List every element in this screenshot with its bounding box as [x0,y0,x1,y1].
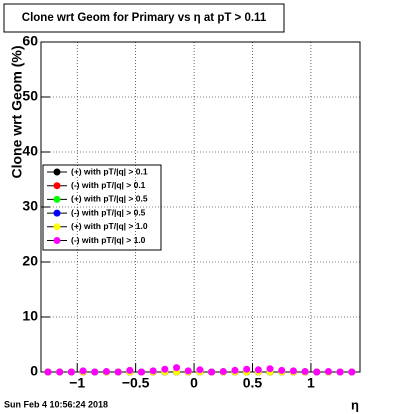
footer: Sun Feb 4 10:56:24 2018 [4,399,108,409]
data-point [278,366,286,374]
chart-title: Clone wrt Geom for Primary vs η at pT > … [22,12,267,24]
data-point [173,364,181,372]
legend: (+) with pT/|q| > 0.1 (-) with pT/|q| > 0… [42,164,162,251]
data-point [208,368,216,376]
legend-marker [53,182,61,190]
data-point [114,368,122,376]
data-point [126,366,134,374]
x-tick-label: 0 [190,375,198,391]
data-point [301,367,309,375]
x-tick-label: 1 [307,375,315,391]
data-point [348,368,356,376]
legend-marker [53,195,61,203]
data-point [336,368,344,376]
y-tick-label: 0 [30,363,38,379]
x-tick-label: −0.5 [122,375,150,391]
legend-marker [53,209,61,217]
x-axis-label: η [351,397,359,412]
legend-label: (-) with pT/|q| > 0.1 [71,180,146,190]
y-tick-label: 40 [22,143,38,159]
data-point [184,367,192,375]
legend-marker [53,237,61,244]
legend-label: (+) with pT/|q| > 0.1 [71,166,148,176]
x-tick-label: 0.5 [243,375,263,391]
data-point [102,367,110,375]
legend-label: (-) with pT/|q| > 0.5 [71,207,146,217]
legend-marker [53,168,61,176]
x-tick-label: −1 [69,375,85,391]
data-point [196,366,204,374]
y-axis-label: Clone wrt Geom (%) [9,45,25,178]
legend-label: (+) with pT/|q| > 1.0 [71,221,148,231]
data-point [219,367,227,375]
data-point [44,368,52,376]
y-tick-label: 60 [22,33,38,49]
y-tick-label: 50 [22,88,38,104]
y-tick-label: 20 [22,253,38,269]
data-point [324,367,332,375]
data-point [231,366,239,374]
data-point [254,366,262,374]
data-point [149,367,157,375]
legend-label: (-) with pT/|q| > 1.0 [71,235,146,245]
data-point [266,365,274,373]
data-point [79,367,87,375]
data-point [243,365,251,373]
legend-marker [53,223,61,231]
data-point [161,365,169,373]
y-tick-label: 10 [22,308,38,324]
legend-box [42,164,162,251]
y-tick-label: 30 [22,198,38,214]
data-point [137,368,145,376]
data-point [67,368,75,376]
title-box [3,3,285,33]
data-point [56,368,64,376]
data-point [91,368,99,376]
data-point [289,367,297,375]
legend-label: (+) with pT/|q| > 0.5 [71,194,148,204]
data-point [313,368,321,376]
